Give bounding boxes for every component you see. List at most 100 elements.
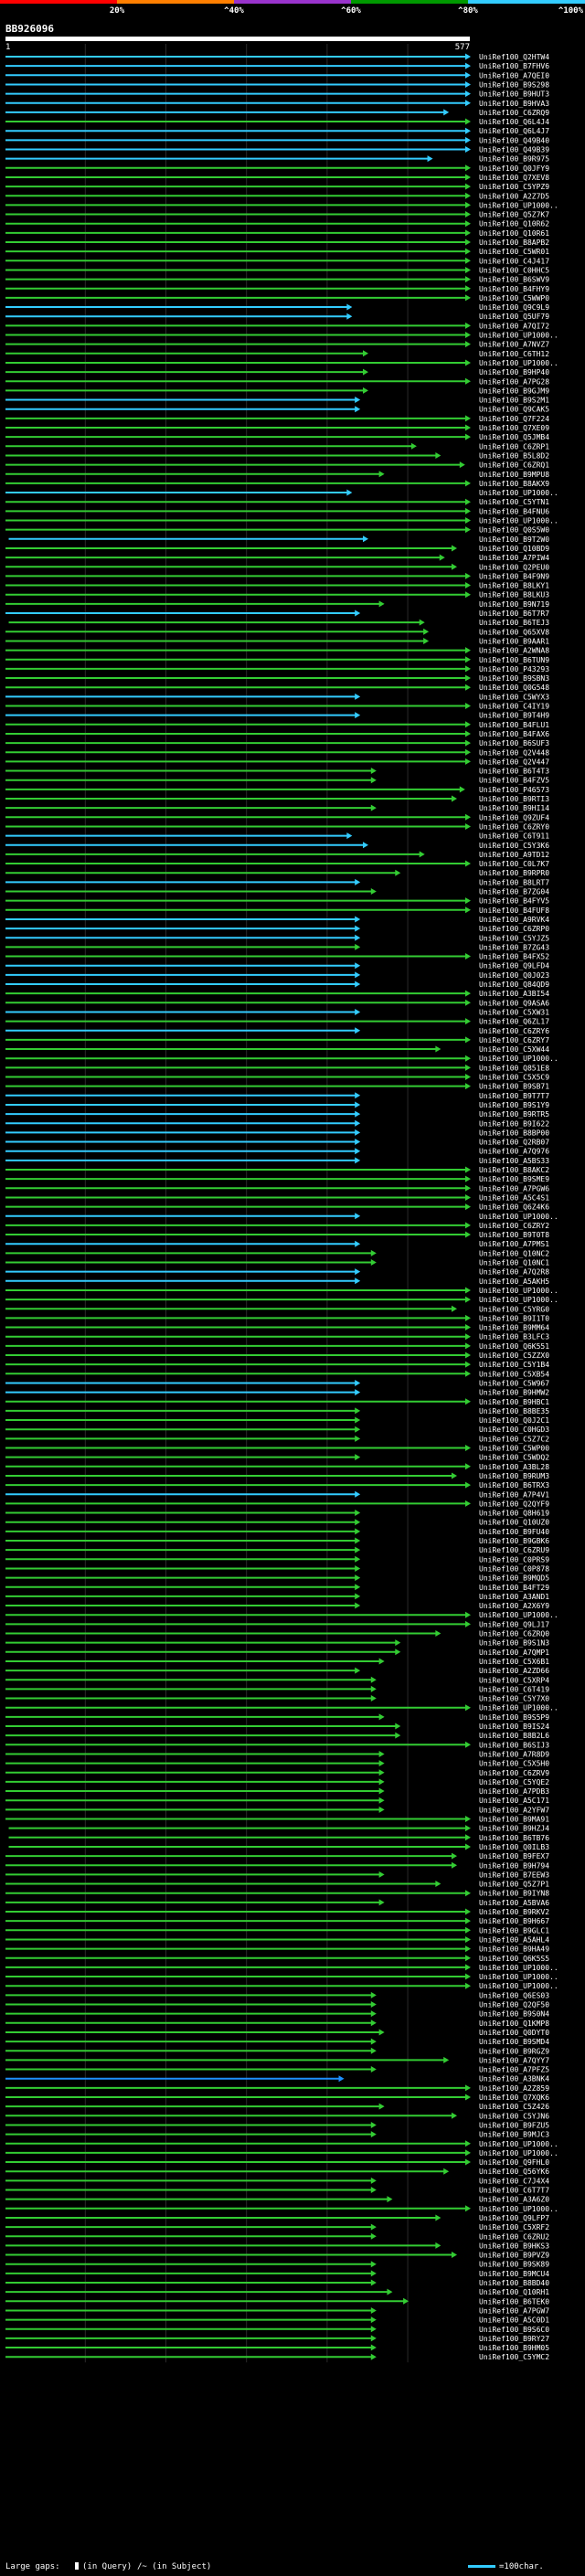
hit-label[interactable]: UniRef100_UP1000.. [479, 1296, 558, 1304]
hit-label[interactable]: UniRef100_B8BE35 [479, 1407, 549, 1415]
hit-label[interactable]: UniRef100_Q6L4J7 [479, 127, 549, 135]
hit-label[interactable]: UniRef100_Q9LFP7 [479, 2214, 549, 2222]
hit-label[interactable]: UniRef100_A7QMP1 [479, 1648, 549, 1657]
hit-label[interactable]: UniRef100_C5X5H0 [479, 1760, 549, 1768]
hit-label[interactable]: UniRef100_C5WDQ2 [479, 1454, 549, 1462]
hit-label[interactable]: UniRef100_Q0J023 [479, 971, 549, 980]
hit-label[interactable]: UniRef100_C0HGD3 [479, 1426, 549, 1434]
hit-label[interactable]: UniRef100_B9FZU5 [479, 2121, 549, 2129]
hit-label[interactable]: UniRef100_Q0ILB3 [479, 1843, 549, 1851]
hit-label[interactable]: UniRef100_Q10RH1 [479, 2288, 549, 2296]
hit-label[interactable]: UniRef100_UP1000.. [479, 1973, 558, 1981]
hit-label[interactable]: UniRef100_A7PDB3 [479, 1787, 549, 1796]
hit-label[interactable]: UniRef100_B9MA91 [479, 1816, 549, 1824]
hit-label[interactable]: UniRef100_Q2QF50 [479, 2001, 549, 2009]
hit-label[interactable]: UniRef100_C5W967 [479, 1379, 549, 1387]
hit-label[interactable]: UniRef100_B8LRT7 [479, 878, 549, 886]
hit-label[interactable]: UniRef100_B8AKX9 [479, 480, 549, 488]
hit-label[interactable]: UniRef100_B9T4H9 [479, 712, 549, 720]
hit-label[interactable]: UniRef100_B9HP40 [479, 368, 549, 376]
hit-label[interactable]: UniRef100_C5XW44 [479, 1045, 549, 1054]
hit-label[interactable]: UniRef100_UP1000.. [479, 1213, 558, 1221]
hit-label[interactable]: UniRef100_Q9ZUF4 [479, 813, 549, 822]
hit-label[interactable]: UniRef100_A3A6Z0 [479, 2196, 549, 2204]
hit-label[interactable]: UniRef100_B7ZG04 [479, 888, 549, 896]
hit-label[interactable]: UniRef100_A2Z859 [479, 2084, 549, 2093]
hit-label[interactable]: UniRef100_Q5UF79 [479, 313, 549, 321]
hit-label[interactable]: UniRef100_B9IYN8 [479, 1890, 549, 1898]
hit-label[interactable]: UniRef100_A7PFZ5 [479, 2066, 549, 2074]
hit-label[interactable]: UniRef100_B9S2M1 [479, 397, 549, 405]
hit-label[interactable]: UniRef100_Q10NC2 [479, 1249, 549, 1257]
hit-label[interactable]: UniRef100_A2Z7D5 [479, 192, 549, 200]
hit-label[interactable]: UniRef100_Q2V448 [479, 748, 549, 757]
hit-label[interactable]: UniRef100_B9S6C0 [479, 2326, 549, 2334]
hit-label[interactable]: UniRef100_Q0S5W0 [479, 526, 549, 535]
hit-label[interactable]: UniRef100_UP1000.. [479, 517, 558, 525]
hit-label[interactable]: UniRef100_A7QYY7 [479, 2056, 549, 2064]
hit-label[interactable]: UniRef100_B9SB71 [479, 1083, 549, 1091]
hit-label[interactable]: UniRef100_C5Y3K6 [479, 842, 549, 850]
hit-label[interactable]: UniRef100_B4FLU1 [479, 721, 549, 729]
hit-label[interactable]: UniRef100_C5WP00 [479, 1445, 549, 1453]
hit-label[interactable]: UniRef100_B4FX52 [479, 953, 549, 961]
hit-label[interactable]: UniRef100_Q9LFD4 [479, 962, 549, 970]
hit-label[interactable]: UniRef100_B4FYV5 [479, 897, 549, 906]
hit-label[interactable]: UniRef100_B4FT29 [479, 1584, 549, 1592]
hit-label[interactable]: UniRef100_B5L8D2 [479, 451, 549, 460]
hit-label[interactable]: UniRef100_A7Q976 [479, 1148, 549, 1156]
hit-label[interactable]: UniRef100_B9MPU8 [479, 471, 549, 479]
hit-label[interactable]: UniRef100_B9I622 [479, 1119, 549, 1128]
hit-label[interactable]: UniRef100_Q7XE09 [479, 424, 549, 432]
hit-label[interactable]: UniRef100_B6TUN9 [479, 656, 549, 664]
hit-label[interactable]: UniRef100_B9AAR1 [479, 637, 549, 645]
hit-label[interactable]: UniRef100_A7PMS1 [479, 1240, 549, 1248]
hit-label[interactable]: UniRef100_B9N719 [479, 600, 549, 609]
hit-label[interactable]: UniRef100_UP1000.. [479, 332, 558, 340]
hit-label[interactable]: UniRef100_C5YJZ5 [479, 934, 549, 942]
hit-label[interactable]: UniRef100_B6T7R7 [479, 610, 549, 618]
hit-label[interactable]: UniRef100_B6SUF3 [479, 739, 549, 747]
hit-label[interactable]: UniRef100_UP1000.. [479, 1611, 558, 1619]
hit-label[interactable]: UniRef100_B6SWV9 [479, 276, 549, 284]
hit-label[interactable]: UniRef100_B9HUT3 [479, 90, 549, 99]
hit-label[interactable]: UniRef100_Q65XV8 [479, 628, 549, 636]
hit-label[interactable]: UniRef100_B8LKY1 [479, 582, 549, 590]
hit-label[interactable]: UniRef100_B9T0T8 [479, 1231, 549, 1239]
hit-label[interactable]: UniRef100_C0L7K7 [479, 860, 549, 868]
hit-label[interactable]: UniRef100_B9SK89 [479, 2261, 549, 2269]
hit-label[interactable]: UniRef100_Q2RB07 [479, 1139, 549, 1147]
hit-label[interactable]: UniRef100_B9RTI3 [479, 795, 549, 803]
hit-label[interactable]: UniRef100_B9RUM3 [479, 1472, 549, 1480]
hit-label[interactable]: UniRef100_B9GBK6 [479, 1537, 549, 1545]
hit-label[interactable]: UniRef100_Q2V447 [479, 758, 549, 766]
hit-label[interactable]: UniRef100_Q49B39 [479, 146, 549, 154]
hit-label[interactable]: UniRef100_C0HHC5 [479, 266, 549, 274]
hit-label[interactable]: UniRef100_A7PIW4 [479, 554, 549, 562]
hit-label[interactable]: UniRef100_Q7XQK6 [479, 2094, 549, 2102]
hit-label[interactable]: UniRef100_C4IY19 [479, 703, 549, 711]
hit-label[interactable]: UniRef100_Q84QD9 [479, 981, 549, 989]
hit-label[interactable]: UniRef100_Q0JFY9 [479, 164, 549, 173]
hit-label[interactable]: UniRef100_A7R8D9 [479, 1750, 549, 1758]
hit-label[interactable]: UniRef100_A3AND1 [479, 1593, 549, 1601]
hit-label[interactable]: UniRef100_B4FZV5 [479, 777, 549, 785]
hit-label[interactable]: UniRef100_B9I1T0 [479, 1314, 549, 1322]
hit-label[interactable]: UniRef100_C5WWP0 [479, 294, 549, 302]
hit-label[interactable]: UniRef100_A7QEI0 [479, 71, 549, 80]
hit-label[interactable]: UniRef100_A5C0D1 [479, 2316, 549, 2325]
hit-label[interactable]: UniRef100_C6ZRU9 [479, 1546, 549, 1554]
hit-label[interactable]: UniRef100_C6T419 [479, 1685, 549, 1693]
hit-label[interactable]: UniRef100_B9HKS3 [479, 2242, 549, 2250]
hit-label[interactable]: UniRef100_UP1000.. [479, 1704, 558, 1712]
hit-label[interactable]: UniRef100_B6TB76 [479, 1834, 549, 1842]
hit-label[interactable]: UniRef100_A7P4V1 [479, 1490, 549, 1499]
hit-label[interactable]: UniRef100_A7PGW7 [479, 2306, 549, 2315]
hit-label[interactable]: UniRef100_B8BP00 [479, 1129, 549, 1137]
hit-label[interactable]: UniRef100_B9RTR5 [479, 1110, 549, 1118]
hit-label[interactable]: UniRef100_B4FHY9 [479, 285, 549, 293]
hit-label[interactable]: UniRef100_C5ZZX0 [479, 1352, 549, 1360]
hit-label[interactable]: UniRef100_A7PG28 [479, 377, 549, 386]
hit-label[interactable]: UniRef100_C6ZRP0 [479, 925, 549, 933]
hit-label[interactable]: UniRef100_C6T911 [479, 832, 549, 841]
